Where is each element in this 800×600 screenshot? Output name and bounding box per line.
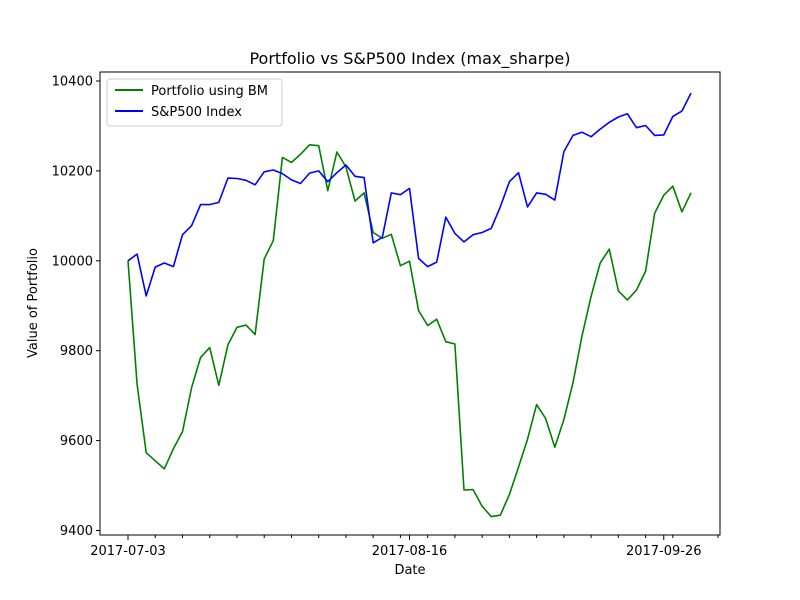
x-tick-label: 2017-09-26 (626, 544, 702, 559)
legend-label-portfolio: Portfolio using BM (151, 84, 268, 99)
x-axis-ticks: 2017-07-03 2017-08-16 2017-09-26 (90, 535, 719, 559)
plot-area-frame (99, 71, 721, 536)
x-axis-label: Date (394, 563, 425, 578)
y-tick-label: 9800 (60, 344, 93, 359)
y-tick-label: 10400 (52, 74, 93, 89)
series-layer (127, 92, 692, 518)
series-line-0 (127, 144, 692, 518)
legend-box (106, 78, 283, 127)
y-tick-label: 10200 (52, 164, 93, 179)
chart-title: Portfolio vs S&P500 Index (max_sharpe) (249, 49, 570, 69)
legend-label-sp500: S&P500 Index (151, 105, 242, 120)
x-tick-label: 2017-08-16 (372, 544, 448, 559)
y-tick-label: 9600 (60, 434, 93, 449)
y-axis-label: Value of Portfolio (26, 248, 41, 358)
y-tick-label: 10000 (52, 254, 93, 269)
y-tick-label: 9400 (60, 524, 93, 539)
legend: Portfolio using BM S&P500 Index (106, 78, 283, 127)
y-axis-ticks: 9400 9600 9800 10000 10200 10400 (52, 74, 100, 539)
series-line-1 (127, 92, 692, 297)
x-tick-label: 2017-07-03 (90, 544, 166, 559)
